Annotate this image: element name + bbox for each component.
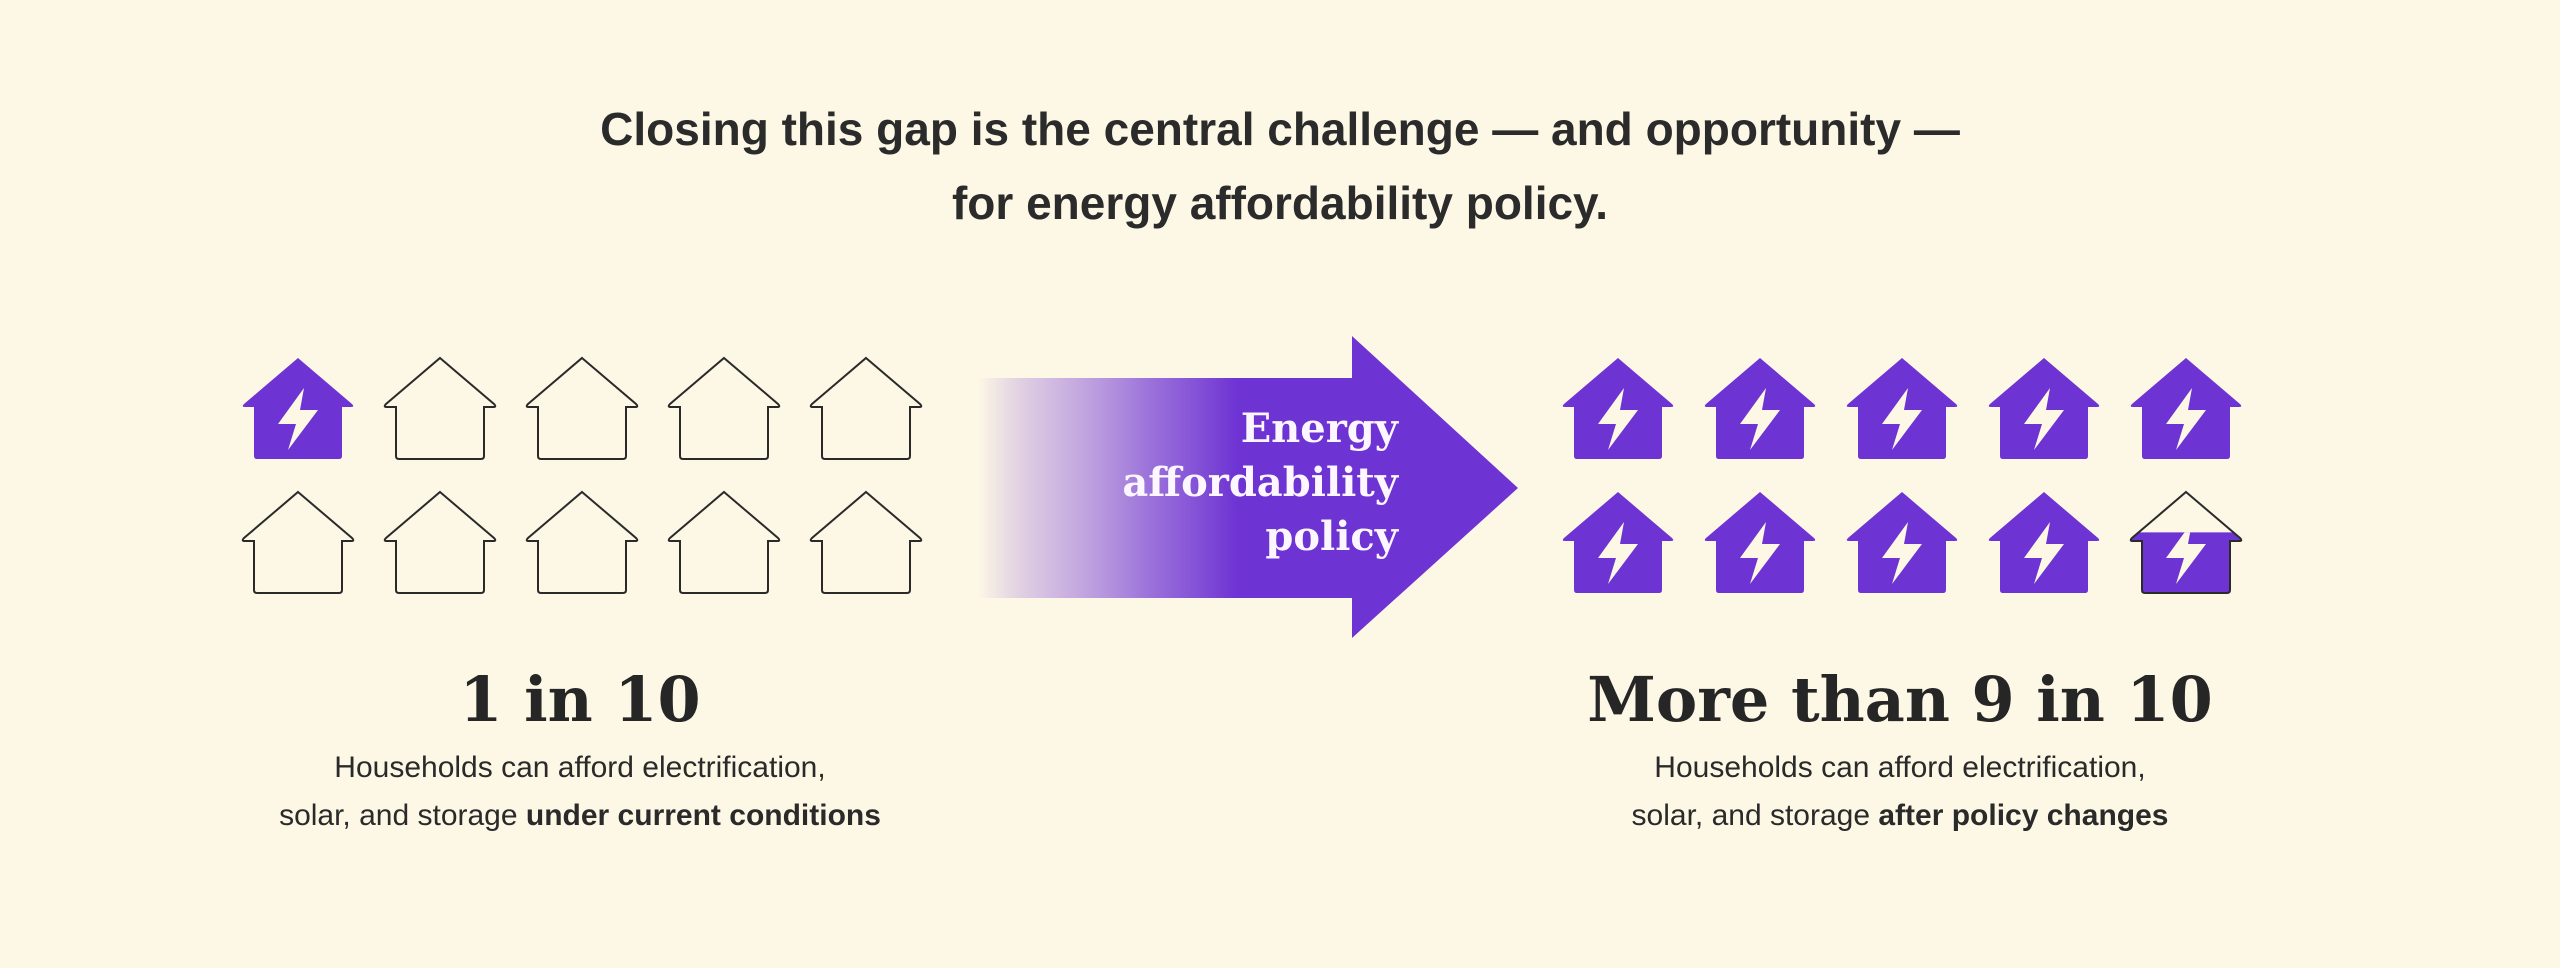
house-outline-icon <box>238 486 358 598</box>
arrow-label-line-2: affordability <box>1122 459 1398 506</box>
after-policy-households-icon-grid <box>1558 352 2258 612</box>
house-outline-icon <box>806 352 926 464</box>
house-bolt-filled-icon <box>1842 486 1962 598</box>
current-description-emphasis: under current conditions <box>525 799 881 832</box>
house-outline-icon <box>806 486 926 598</box>
house-bolt-filled-icon <box>1558 486 1678 598</box>
house-outline-icon <box>664 352 784 464</box>
headline-line-1: Closing this gap is the central challeng… <box>600 103 1960 155</box>
house-bolt-partial-icon <box>2126 486 2246 598</box>
after-policy-description-emphasis: after policy changes <box>1878 799 2169 832</box>
house-bolt-filled-icon <box>1700 486 1820 598</box>
house-bolt-filled-icon <box>1700 352 1820 464</box>
after-policy-description-prefix: solar, and storage <box>1631 799 1879 832</box>
after-policy-description: Households can afford electrification, s… <box>1500 744 2300 840</box>
current-stat: 1 in 10 <box>459 663 701 736</box>
house-outline-icon <box>664 486 784 598</box>
headline: Closing this gap is the central challeng… <box>0 92 2560 240</box>
policy-arrow <box>978 336 1522 640</box>
after-policy-description-line-2: solar, and storage after policy changes <box>1500 792 2300 840</box>
current-description-prefix: solar, and storage <box>279 799 526 832</box>
house-bolt-filled-icon <box>1842 352 1962 464</box>
house-outline-icon <box>522 486 642 598</box>
arrow-shape-icon <box>978 336 1518 638</box>
house-bolt-filled-icon <box>1984 352 2104 464</box>
house-outline-icon <box>380 486 500 598</box>
house-outline-icon <box>522 352 642 464</box>
house-outline-icon <box>380 352 500 464</box>
after-policy-description-line-1: Households can afford electrification, <box>1654 751 2146 784</box>
arrow-label: Energy affordability policy <box>1080 402 1398 564</box>
headline-line-2: for energy affordability policy. <box>951 177 1609 229</box>
after-policy-stat: More than 9 in 10 <box>1587 663 2213 736</box>
house-bolt-filled-icon <box>2126 352 2246 464</box>
current-description: Households can afford electrification, s… <box>180 744 980 840</box>
arrow-label-line-1: Energy <box>1240 405 1398 452</box>
arrow-label-line-3: policy <box>1265 513 1398 560</box>
house-bolt-filled-icon <box>1558 352 1678 464</box>
current-description-line-2: solar, and storage under current conditi… <box>180 792 980 840</box>
current-households-icon-grid <box>238 352 938 612</box>
current-description-line-1: Households can afford electrification, <box>334 751 826 784</box>
house-bolt-filled-icon <box>1984 486 2104 598</box>
house-bolt-filled-icon <box>238 352 358 464</box>
